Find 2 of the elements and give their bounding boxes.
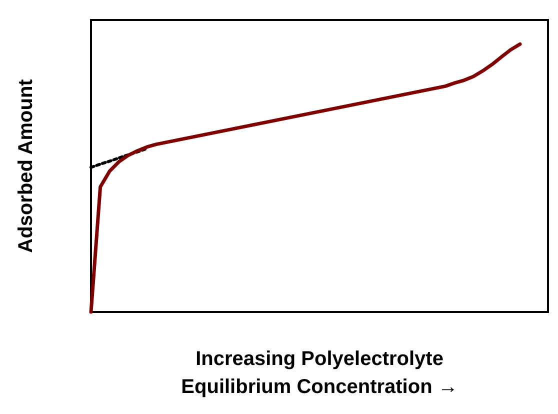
x-axis-title: Increasing Polyelectrolyte Equilibrium Concentration → [181,348,458,398]
y-axis-title: Adsorbed Amount [15,78,37,253]
